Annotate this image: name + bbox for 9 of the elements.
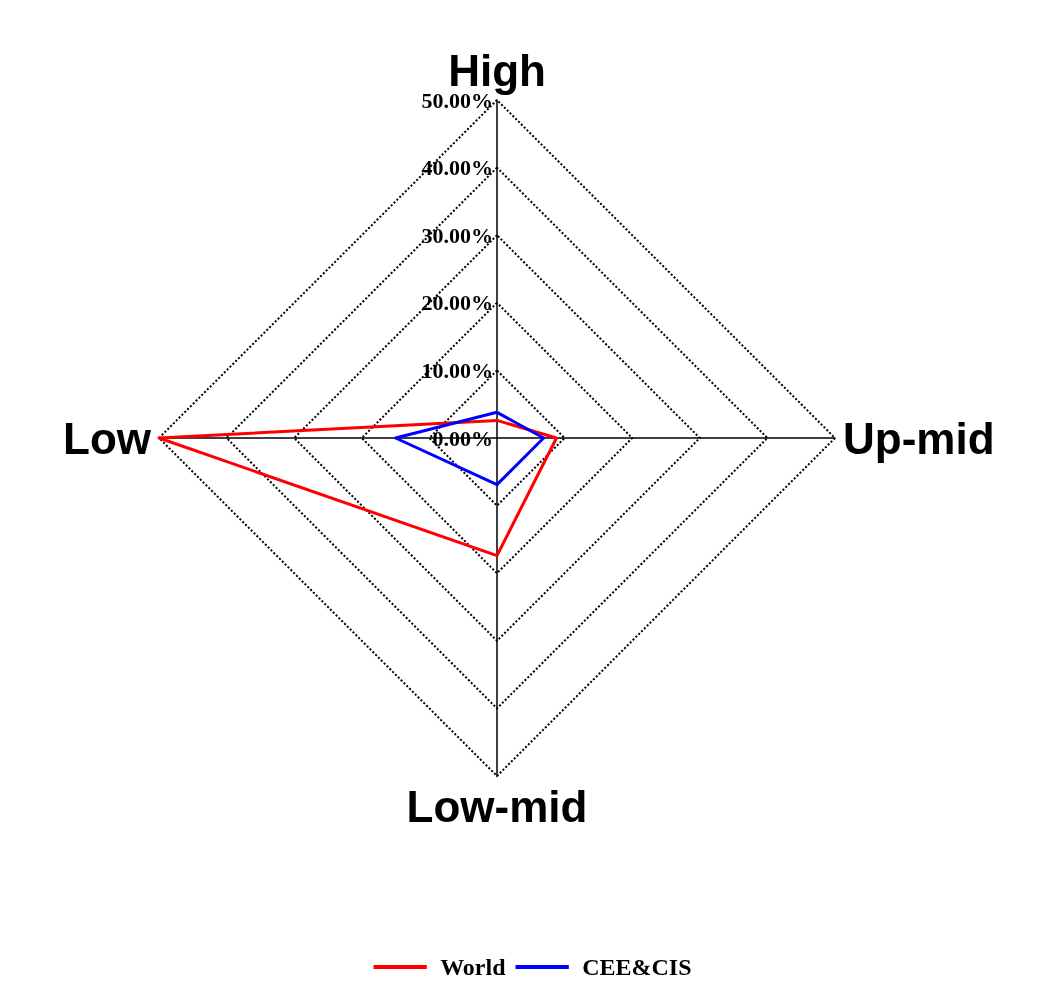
y-tick-label: 20.00% (421, 290, 493, 316)
y-tick-label: 40.00% (421, 155, 493, 181)
spoke-label: Low-mid (406, 781, 588, 831)
y-tick-label: 30.00% (421, 222, 493, 248)
legend-label: CEE&CIS (582, 954, 692, 980)
y-tick-label: 10.00% (421, 357, 493, 383)
spoke-label: Up-mid (843, 413, 995, 463)
legend-label: World (440, 954, 507, 980)
spoke-label: Low (63, 413, 152, 463)
